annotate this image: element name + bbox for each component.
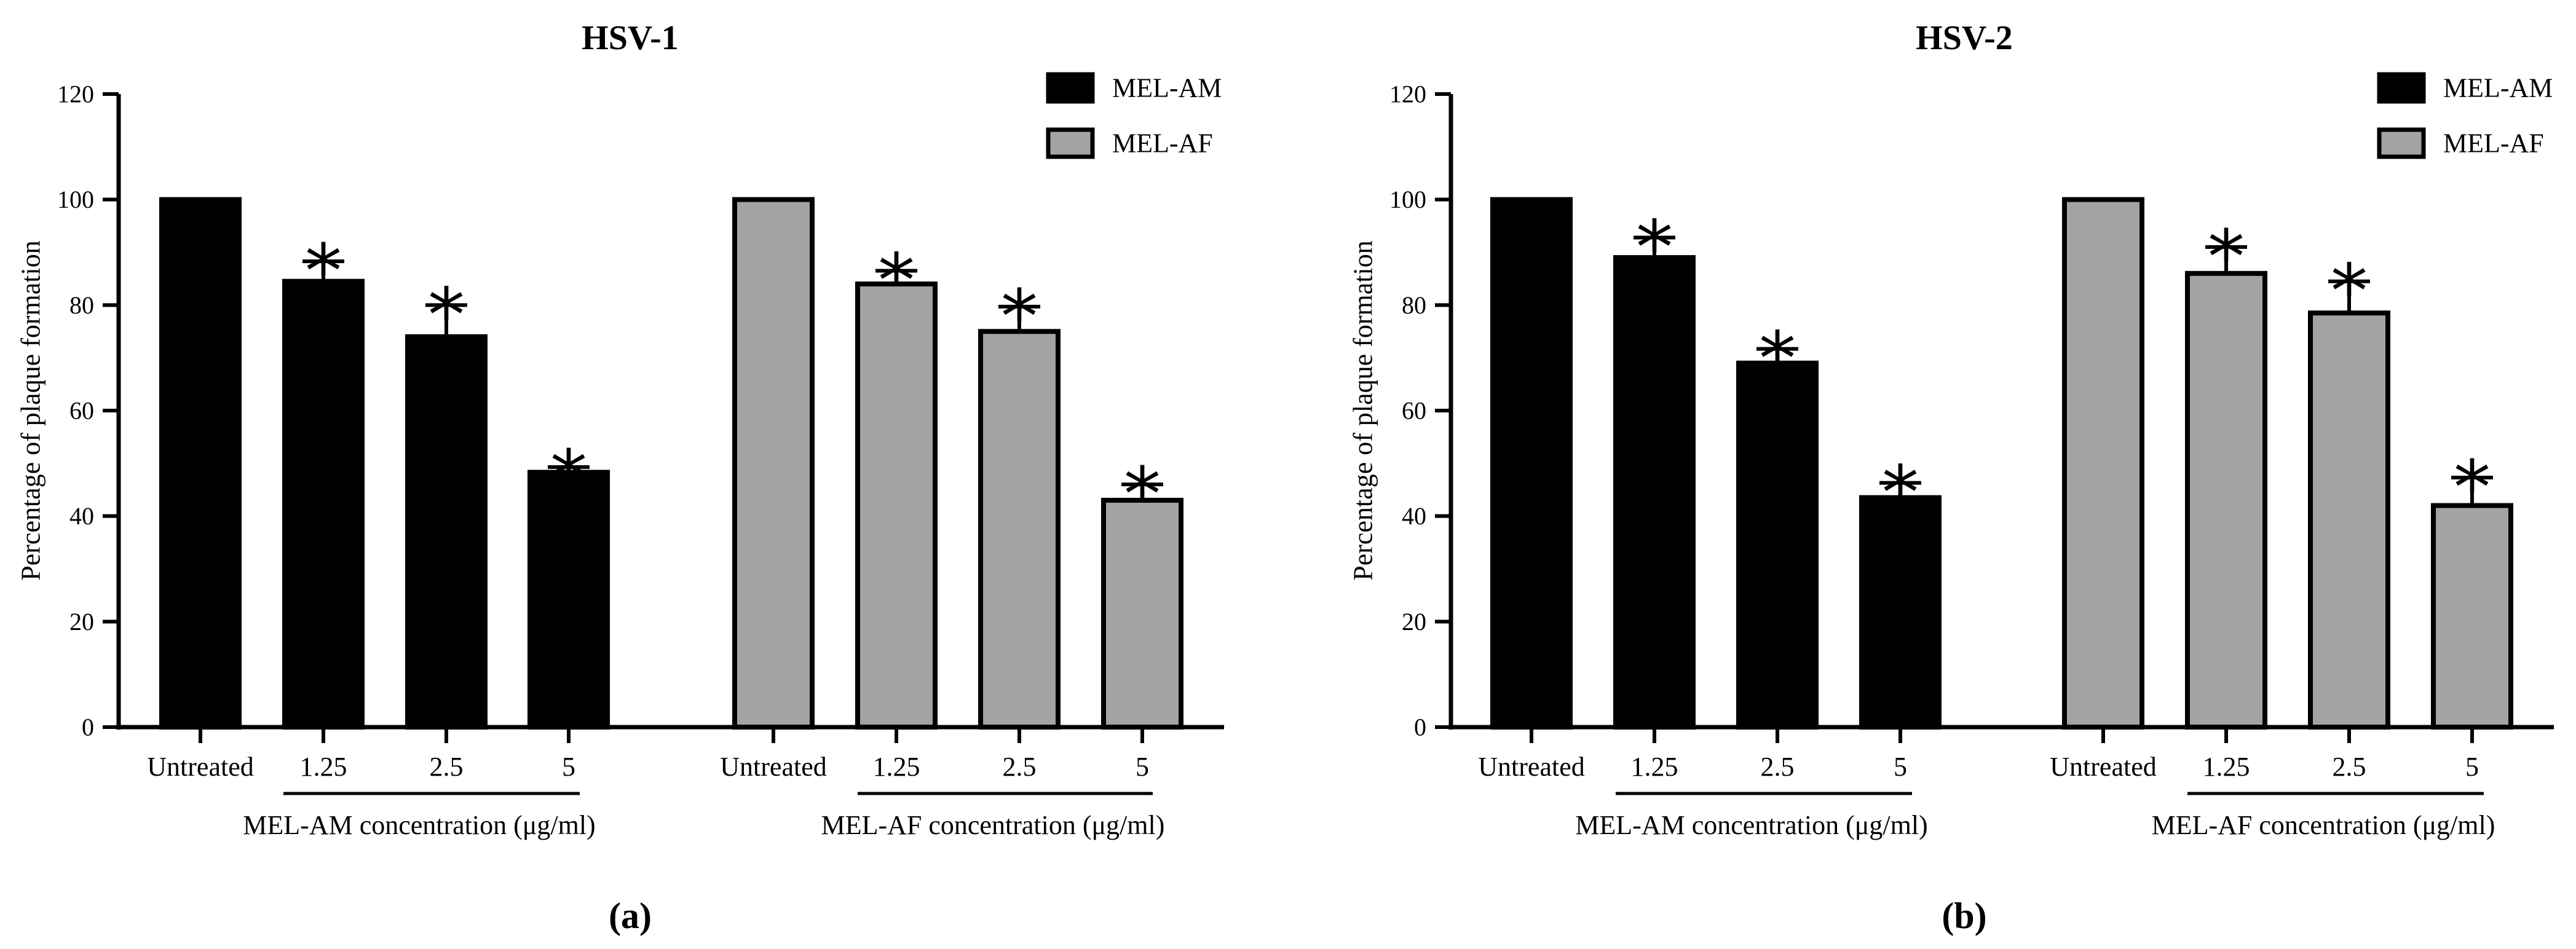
significance-star: *	[550, 435, 587, 521]
bar-mel-af-1	[855, 282, 938, 730]
bar-mel-af-2	[2308, 310, 2390, 730]
y-tick-label: 100	[1389, 186, 1426, 213]
bar-mel-am-1	[282, 278, 365, 730]
bar-mel-af-0	[2062, 197, 2144, 730]
panel-label: (a)	[609, 896, 652, 936]
category-label: 5	[562, 752, 575, 782]
category-label: 5	[2465, 752, 2479, 782]
bar-mel-af-3	[1101, 497, 1183, 730]
significance-star: *	[1882, 451, 1919, 537]
bar-mel-am-0	[1490, 197, 1573, 730]
significance-star: *	[2454, 446, 2491, 531]
group-axis-label: MEL-AM concentration (μg/ml)	[1575, 810, 1927, 840]
category-label: 5	[1894, 752, 1907, 782]
significance-star: *	[1759, 317, 1796, 403]
y-tick-label: 20	[1402, 608, 1426, 636]
y-tick-label: 120	[57, 81, 94, 108]
category-label: 1.25	[1631, 752, 1678, 782]
legend-swatch-mel-af	[1046, 127, 1095, 159]
chart-title: HSV-2	[1916, 19, 2013, 57]
category-label: 1.25	[873, 752, 920, 782]
category-label: Untreated	[720, 752, 826, 782]
legend-swatch-mel-af	[2377, 127, 2426, 159]
panel-label: (b)	[1942, 896, 1986, 936]
category-label: 2.5	[2333, 752, 2366, 782]
bar-mel-af-0	[732, 197, 815, 730]
y-tick-label: 120	[1389, 81, 1426, 108]
y-tick-label: 40	[69, 502, 94, 530]
y-tick-label: 60	[1402, 397, 1426, 425]
significance-star: *	[878, 239, 915, 325]
category-label: Untreated	[147, 752, 253, 782]
y-tick-label: 100	[57, 186, 94, 213]
y-tick-label: 60	[69, 397, 94, 425]
group-axis-label: MEL-AM concentration (μg/ml)	[243, 810, 595, 840]
bar-mel-af-3	[2431, 503, 2513, 730]
y-tick-label: 80	[1402, 291, 1426, 319]
significance-star: *	[1001, 275, 1038, 360]
bar-mel-af-1	[2185, 270, 2267, 730]
significance-star: *	[428, 273, 465, 358]
bar-mel-am-2	[1736, 360, 1819, 730]
significance-star: *	[305, 229, 342, 315]
y-tick-label: 20	[69, 608, 94, 636]
y-tick-label: 0	[82, 714, 94, 741]
category-label: 1.25	[2203, 752, 2250, 782]
y-tick-label: 0	[1414, 714, 1426, 741]
category-label: 1.25	[300, 752, 347, 782]
bar-mel-am-2	[405, 334, 488, 730]
significance-star: *	[1124, 452, 1161, 538]
legend-swatch-mel-am	[2377, 72, 2426, 104]
category-label: 2.5	[1003, 752, 1037, 782]
legend-label: MEL-AF	[1112, 128, 1213, 159]
significance-star: *	[2208, 215, 2245, 301]
y-axis-label: Percentage of plaque formation	[16, 240, 46, 580]
significance-star: *	[1636, 205, 1673, 291]
group-axis-label: MEL-AF concentration (μg/ml)	[2152, 810, 2495, 840]
y-axis-label: Percentage of plaque formation	[1348, 240, 1378, 580]
y-tick-label: 80	[69, 291, 94, 319]
bar-mel-am-1	[1613, 255, 1696, 730]
y-tick-label: 40	[1402, 502, 1426, 530]
legend-label: MEL-AF	[2443, 128, 2544, 159]
group-axis-label: MEL-AF concentration (μg/ml)	[821, 810, 1165, 840]
legend-label: MEL-AM	[1112, 73, 1222, 103]
category-label: Untreated	[1478, 752, 1584, 782]
chart-title: HSV-1	[582, 19, 679, 57]
category-label: 2.5	[1761, 752, 1795, 782]
category-label: 5	[1136, 752, 1149, 782]
category-label: Untreated	[2050, 752, 2156, 782]
legend-swatch-mel-am	[1046, 72, 1095, 104]
category-label: 2.5	[430, 752, 464, 782]
significance-star: *	[2331, 250, 2368, 335]
bar-mel-af-2	[978, 329, 1061, 730]
bar-mel-am-0	[159, 197, 242, 730]
legend-label: MEL-AM	[2443, 73, 2553, 103]
